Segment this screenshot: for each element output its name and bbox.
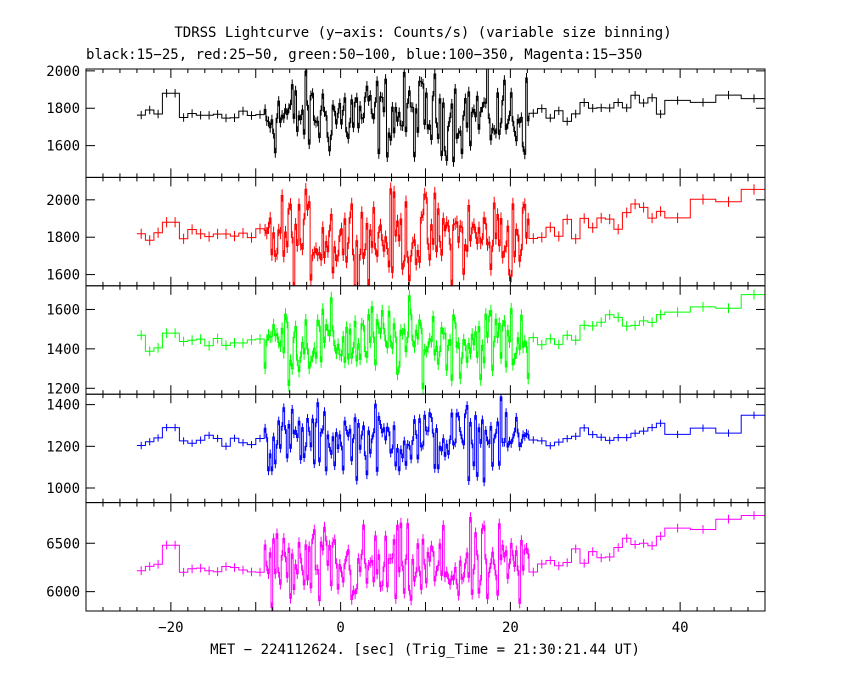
series-line-15-350 xyxy=(136,515,765,609)
panel-15-25: 1600 1800 2000 xyxy=(46,64,766,178)
y-tick-label: 1200 xyxy=(46,381,80,397)
panel-100-350: 1000 1200 1400 xyxy=(46,393,766,504)
x-axis-label: MET − 224112624. [sec] (Trig_Time = 21:3… xyxy=(210,642,640,658)
series-50-100 xyxy=(136,289,765,395)
error-bars-25-50 xyxy=(140,182,755,286)
y-tick-label: 1200 xyxy=(46,439,80,455)
error-bars-100-350 xyxy=(140,394,755,487)
x-tick-label: −20 xyxy=(158,620,183,636)
panel-frame xyxy=(85,393,766,504)
series-15-350 xyxy=(136,511,765,612)
panel-50-100: 1200 1400 1600 xyxy=(46,285,766,397)
y-tick-label: 1800 xyxy=(46,230,80,246)
y-tick-label: 1400 xyxy=(46,342,80,358)
series-15-25 xyxy=(136,69,765,167)
error-bars-15-25 xyxy=(140,69,755,167)
series-line-15-25 xyxy=(136,69,765,163)
panel-25-50: 1600 1800 2000 xyxy=(46,176,766,287)
y-tick-label: 2000 xyxy=(46,193,80,209)
x-tick-label: 40 xyxy=(672,620,689,636)
chart-title: TDRSS Lightcurve (y−axis: Counts/s) (var… xyxy=(174,25,671,41)
y-tick-label: 6000 xyxy=(46,585,80,601)
x-tick-label: 20 xyxy=(502,620,519,636)
series-line-25-50 xyxy=(136,188,765,286)
y-tick-label: 1400 xyxy=(46,398,80,414)
error-bars-15-350 xyxy=(140,511,755,612)
x-tick-label: 0 xyxy=(336,620,344,636)
y-tick-label: 1600 xyxy=(46,268,80,284)
chart-subtitle: black:15−25, red:25−50, green:50−100, bl… xyxy=(86,47,642,63)
series-100-350 xyxy=(136,394,765,487)
y-tick-label: 6500 xyxy=(46,536,80,552)
series-25-50 xyxy=(136,182,765,286)
panel-frame xyxy=(85,502,766,612)
y-tick-label: 2000 xyxy=(46,64,80,80)
error-bars-50-100 xyxy=(140,289,755,395)
panel-15-350: 6000 6500 xyxy=(46,502,766,612)
y-tick-label: 1000 xyxy=(46,481,80,497)
y-tick-label: 1600 xyxy=(46,139,80,155)
y-tick-label: 1600 xyxy=(46,302,80,318)
panels: 1600180020001600180020001200140016001000… xyxy=(46,64,766,636)
y-tick-label: 1800 xyxy=(46,101,80,117)
